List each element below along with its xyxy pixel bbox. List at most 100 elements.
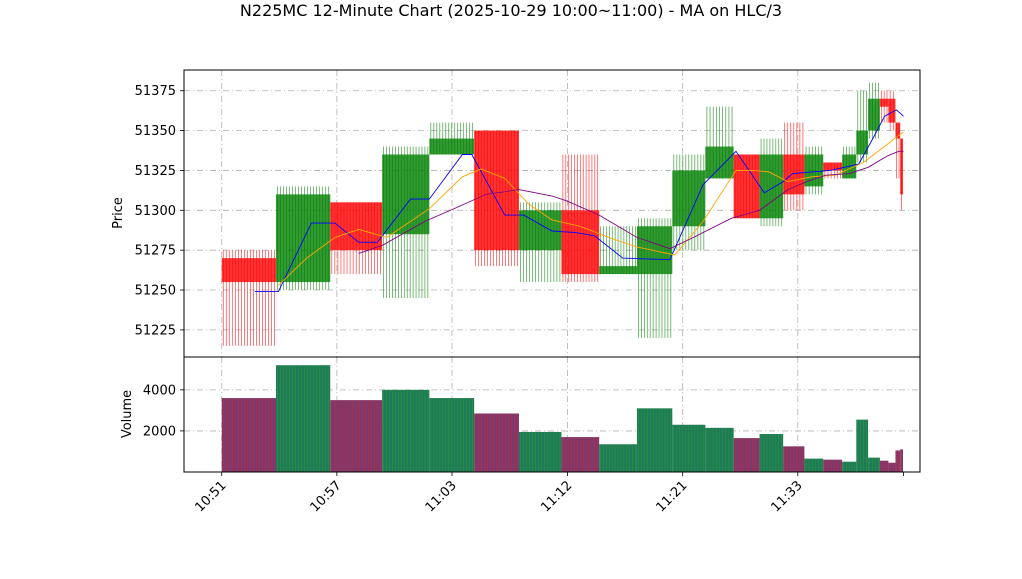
volume-bar: [733, 438, 760, 472]
candle-body: [429, 138, 475, 155]
price-tick-label: 51350: [135, 124, 176, 139]
volume-bar: [672, 424, 706, 472]
price-tick-label: 51325: [135, 164, 176, 179]
candle: [804, 146, 824, 195]
ma-line: [278, 131, 904, 286]
volume-bar: [868, 457, 880, 472]
x-tick-label: 11:21: [653, 478, 690, 515]
candle: [868, 82, 880, 139]
candle: [221, 250, 276, 346]
candle-body: [330, 202, 383, 251]
candle-body: [888, 98, 896, 123]
candle-body: [599, 266, 637, 275]
price-tick-label: 51225: [135, 323, 176, 338]
volume-bar: [636, 408, 673, 472]
volume-bar: [888, 462, 896, 472]
volume-bar-fill: [221, 398, 276, 472]
price-axis-label: Price: [111, 197, 126, 229]
ma-line: [254, 109, 904, 293]
volume-bar-fill: [276, 365, 331, 472]
volume-bar: [599, 444, 637, 472]
candle-body: [804, 154, 824, 187]
x-tick-label: 11:33: [769, 478, 806, 515]
volume-axis-label: Volume: [120, 390, 135, 438]
price-panel: 51225 51250 51275 51300 51325 51350 51375: [135, 69, 921, 358]
candle-body: [561, 210, 600, 275]
volume-bar-fill: [382, 389, 430, 472]
volume-bar-fill: [888, 462, 896, 472]
candle: [474, 130, 519, 267]
candle-body: [636, 226, 673, 275]
x-tick-label: 10:57: [308, 478, 345, 515]
price-tick-label: 51275: [135, 244, 176, 259]
volume-bar: [429, 398, 475, 472]
candle: [561, 154, 600, 283]
candle: [330, 202, 383, 275]
candle-body: [856, 130, 869, 155]
volume-bar-fill: [759, 434, 784, 472]
volume-bar: [759, 434, 784, 472]
candle: [900, 138, 904, 211]
candle-body: [823, 162, 843, 171]
volume-bar: [221, 398, 276, 472]
candle: [888, 90, 896, 131]
volume-tick-label: 2000: [143, 424, 176, 439]
candle-body: [759, 154, 784, 219]
candle-body: [895, 122, 901, 139]
volume-bar: [382, 389, 430, 472]
candle: [895, 122, 901, 179]
volume-bar: [856, 419, 869, 472]
candle-body: [518, 210, 562, 251]
candle-body: [705, 146, 734, 179]
price-tick-label: 51250: [135, 284, 176, 299]
volume-bar-fill: [868, 457, 880, 472]
candle: [705, 106, 734, 179]
volume-bar: [842, 461, 857, 472]
volume-bar: [783, 446, 805, 472]
x-tick-label: 11:03: [423, 478, 460, 515]
candle: [636, 218, 673, 338]
candle: [429, 122, 475, 155]
x-axis: 10:51 10:57 11:03 11:12 11:21 11:33: [192, 472, 904, 515]
volume-bar: [518, 431, 562, 472]
volume-bar: [900, 449, 904, 472]
candle-body: [382, 154, 430, 235]
candle-body: [783, 154, 805, 195]
x-tick-label: 11:12: [538, 478, 575, 515]
volume-bar: [474, 413, 519, 472]
chart-title: N225MC 12-Minute Chart (2025-10-29 10:00…: [240, 1, 782, 20]
volume-bar: [879, 460, 889, 472]
candle-body: [276, 194, 331, 283]
candle: [759, 138, 784, 227]
volume-tick-label: 4000: [143, 383, 176, 398]
volume-panel: 2000 4000: [143, 356, 921, 473]
volume-bar-fill: [823, 459, 843, 472]
volume-bar: [561, 437, 600, 472]
candle-body: [733, 154, 760, 219]
candle-body: [221, 258, 276, 283]
candle: [276, 186, 331, 291]
candle-body: [900, 138, 904, 195]
volume-bar-fill: [518, 431, 562, 472]
volume-bar: [823, 459, 843, 472]
candle: [783, 122, 805, 211]
volume-panel-frame: [183, 356, 921, 473]
candle: [382, 146, 430, 299]
price-tick-label: 51375: [135, 84, 176, 99]
ma-line: [358, 150, 904, 254]
candle: [518, 202, 562, 283]
candle-body: [879, 98, 889, 107]
volume-bar: [330, 400, 383, 472]
candle: [733, 154, 760, 219]
candle: [856, 90, 869, 163]
volume-bar: [804, 458, 824, 472]
x-tick-label: 10:51: [192, 478, 229, 515]
volume-bar-fill: [895, 450, 901, 472]
volume-bar: [895, 450, 901, 472]
price-tick-label: 51300: [135, 204, 176, 219]
volume-bar-fill: [636, 408, 673, 472]
volume-bar-fill: [856, 419, 869, 472]
volume-bar-fill: [804, 458, 824, 472]
